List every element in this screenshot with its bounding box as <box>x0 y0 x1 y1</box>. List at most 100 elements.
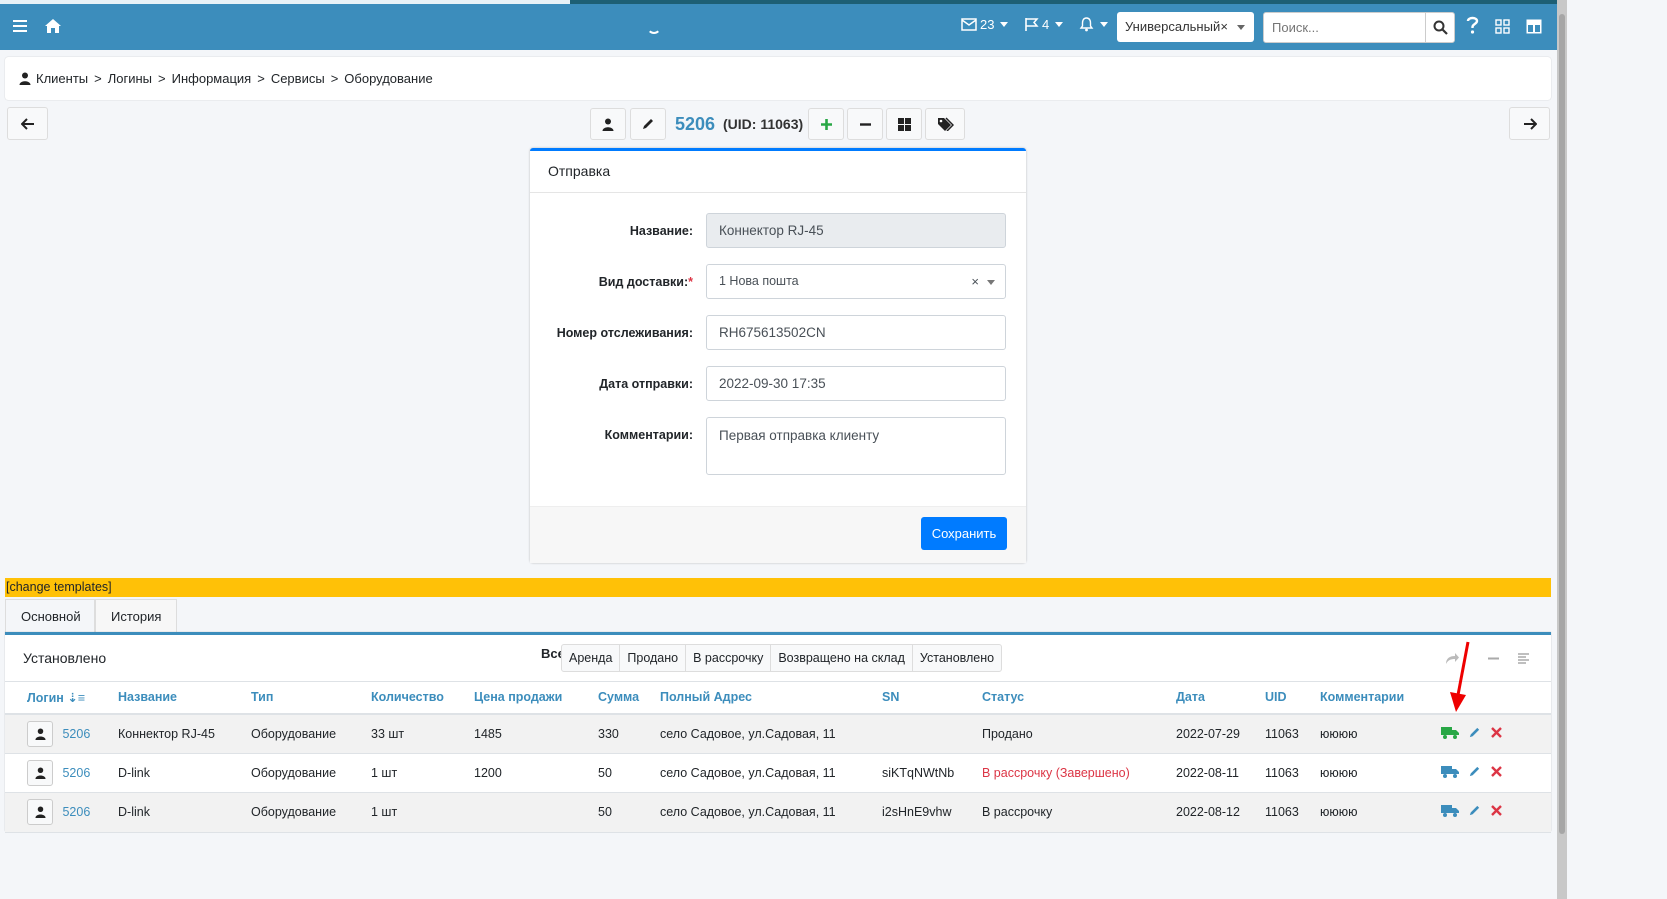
login-number[interactable]: 5206 <box>675 114 716 134</box>
breadcrumb-item[interactable]: Логины <box>107 71 153 86</box>
col-status[interactable]: Статус <box>982 681 1176 715</box>
truck-icon[interactable] <box>1441 804 1459 820</box>
col-price[interactable]: Цена продажи <box>474 681 598 715</box>
tracking-number-label: Номер отслеживания: <box>556 326 693 340</box>
change-templates-link[interactable]: [change templates] <box>5 578 1551 597</box>
comment-textarea[interactable]: Первая отправка клиенту <box>706 417 1006 475</box>
login-link[interactable]: 5206 <box>62 805 91 820</box>
back-button[interactable] <box>7 107 48 140</box>
truck-icon[interactable] <box>1441 765 1459 781</box>
user-profile-button[interactable] <box>590 108 626 140</box>
tasks-dropdown[interactable]: 4 <box>1024 17 1064 32</box>
login-link[interactable]: 5206 <box>62 726 91 741</box>
clear-icon[interactable]: × <box>1220 19 1228 34</box>
cell-login: 5206 <box>5 792 118 833</box>
user-button[interactable] <box>27 720 53 747</box>
chevron-down-icon <box>1237 25 1245 30</box>
messages-count: 23 <box>980 17 995 32</box>
cell-status: Продано <box>982 713 1176 754</box>
filter-returned[interactable]: Возвращено на склад <box>770 645 912 671</box>
search-button[interactable] <box>1425 12 1455 43</box>
col-login[interactable]: Логин ⇣≡ <box>5 681 118 715</box>
col-date[interactable]: Дата <box>1176 681 1265 715</box>
apps-grid-icon[interactable] <box>1495 19 1510 37</box>
col-address[interactable]: Полный Адрес <box>660 681 882 715</box>
cell-comment: юююю <box>1320 713 1441 754</box>
theme-select[interactable]: Универсальный × <box>1117 12 1254 42</box>
forward-button[interactable] <box>1509 107 1550 140</box>
tab-history[interactable]: История <box>95 599 177 633</box>
messages-dropdown[interactable]: 23 <box>961 17 1009 32</box>
chevron-down-icon <box>987 280 995 285</box>
save-button[interactable]: Сохранить <box>921 517 1007 550</box>
cell-type: Оборудование <box>251 792 371 833</box>
collapse-icon[interactable] <box>1487 652 1500 668</box>
card-footer: Сохранить <box>530 506 1026 563</box>
cell-price: 1200 <box>474 753 598 793</box>
tracking-number-field[interactable]: RH675613502CN <box>706 315 1006 350</box>
clear-icon[interactable]: × <box>971 274 979 289</box>
user-button[interactable] <box>27 759 53 786</box>
comment-label: Комментарии: <box>604 428 693 442</box>
theme-select-value: Универсальный <box>1125 19 1221 34</box>
filter-all[interactable]: Все <box>541 646 565 661</box>
name-field[interactable]: Коннектор RJ-45 <box>706 213 1006 248</box>
col-name[interactable]: Название <box>118 681 251 715</box>
cell-sn <box>882 713 982 754</box>
notifications-dropdown[interactable] <box>1079 17 1108 32</box>
help-icon[interactable] <box>1466 15 1479 38</box>
delete-icon[interactable] <box>1491 726 1502 741</box>
ship-date-label: Дата отправки: <box>599 377 693 391</box>
share-icon[interactable] <box>1445 652 1460 668</box>
col-qty[interactable]: Количество <box>371 681 474 715</box>
breadcrumb-item[interactable]: Информация <box>171 71 252 86</box>
truck-icon[interactable] <box>1441 726 1459 742</box>
home-icon[interactable] <box>44 18 62 37</box>
delete-icon[interactable] <box>1491 805 1502 819</box>
sort-icon[interactable]: ⇣≡ <box>67 690 86 705</box>
columns-menu-icon[interactable] <box>1517 652 1530 668</box>
cell-price <box>474 792 598 833</box>
col-comment[interactable]: Комментарии <box>1320 681 1441 715</box>
filter-installed[interactable]: Установлено <box>911 645 1001 671</box>
pencil-icon[interactable] <box>1468 726 1481 742</box>
tab-main[interactable]: Основной <box>5 599 95 633</box>
user-icon <box>19 72 31 85</box>
table-row: 5206 D-link Оборудование 1 шт 50 село Са… <box>5 792 1551 833</box>
login-link[interactable]: 5206 <box>62 765 91 780</box>
tags-button[interactable] <box>925 108 965 140</box>
cell-type: Оборудование <box>251 713 371 754</box>
layout-icon[interactable] <box>1526 19 1542 37</box>
delivery-type-select[interactable]: 1 Нова пошта × <box>706 264 1006 299</box>
col-sum[interactable]: Сумма <box>598 681 660 715</box>
user-button[interactable] <box>27 799 53 826</box>
grid-view-button[interactable] <box>886 108 922 140</box>
cell-uid: 11063 <box>1265 792 1320 833</box>
pencil-icon[interactable] <box>1468 804 1481 820</box>
filter-sold[interactable]: Продано <box>619 645 685 671</box>
remove-button[interactable] <box>847 108 883 140</box>
col-sn[interactable]: SN <box>882 681 982 715</box>
add-button[interactable] <box>808 108 844 140</box>
filter-installment[interactable]: В рассрочку <box>685 645 770 671</box>
col-type[interactable]: Тип <box>251 681 371 715</box>
search-input[interactable] <box>1263 12 1426 43</box>
breadcrumb-item[interactable]: Клиенты <box>36 71 89 86</box>
cell-comment: юююю <box>1320 792 1441 833</box>
cell-sn: siKTqNWtNb <box>882 753 982 793</box>
col-uid[interactable]: UID <box>1265 681 1320 715</box>
cell-qty: 1 шт <box>371 753 474 793</box>
edit-button[interactable] <box>630 108 666 140</box>
breadcrumb-item[interactable]: Сервисы <box>270 71 325 86</box>
scrollbar[interactable] <box>1557 0 1567 899</box>
table-row: 5206 Коннектор RJ-45 Оборудование 33 шт … <box>5 713 1551 754</box>
name-label: Название: <box>629 224 693 238</box>
cell-date: 2022-08-11 <box>1176 753 1265 793</box>
delete-icon[interactable] <box>1491 765 1502 780</box>
filter-rent[interactable]: Аренда <box>569 651 613 665</box>
user-icon <box>602 118 614 131</box>
ship-date-field[interactable]: 2022-09-30 17:35 <box>706 366 1006 401</box>
menu-icon[interactable] <box>12 18 28 37</box>
cell-qty: 1 шт <box>371 792 474 833</box>
pencil-icon[interactable] <box>1468 765 1481 781</box>
